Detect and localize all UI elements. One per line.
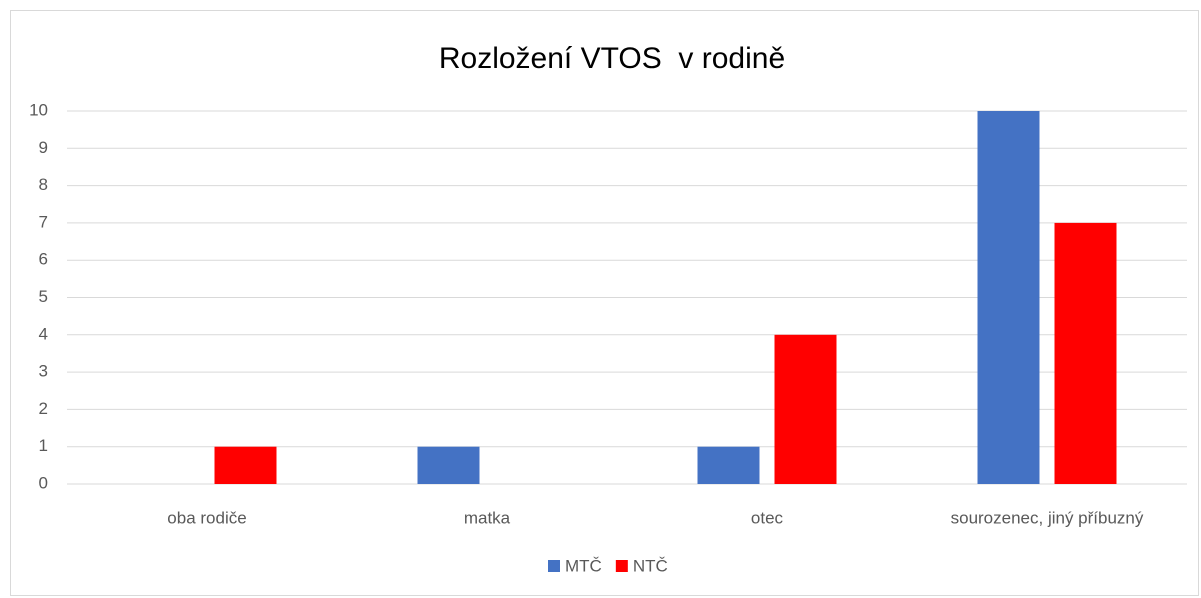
bar (774, 334, 837, 484)
x-tick-label: otec (751, 508, 784, 527)
y-tick-label: 7 (39, 212, 48, 231)
y-tick-label: 9 (39, 138, 48, 157)
y-tick-label: 5 (39, 287, 48, 306)
y-tick-label: 4 (39, 324, 48, 343)
x-tick-label: matka (464, 508, 511, 527)
y-tick-label: 8 (39, 175, 48, 194)
legend-swatch (548, 560, 560, 572)
y-tick-label: 1 (39, 436, 48, 455)
chart-title: Rozložení VTOS v rodině (439, 42, 785, 75)
x-tick-label: sourozenec, jiný příbuzný (951, 508, 1144, 527)
bar (417, 446, 480, 484)
legend-label: MTČ (565, 556, 602, 575)
legend-label: NTČ (633, 556, 668, 575)
bar (697, 446, 760, 484)
y-tick-label: 10 (29, 100, 48, 119)
y-tick-label: 0 (39, 473, 48, 492)
x-tick-label: oba rodiče (167, 508, 246, 527)
bar (977, 111, 1040, 484)
y-tick-label: 3 (39, 362, 48, 381)
bar (214, 446, 277, 484)
legend-swatch (615, 560, 628, 572)
y-tick-label: 2 (39, 399, 48, 418)
y-tick-label: 6 (39, 250, 48, 269)
bar (1054, 222, 1117, 484)
